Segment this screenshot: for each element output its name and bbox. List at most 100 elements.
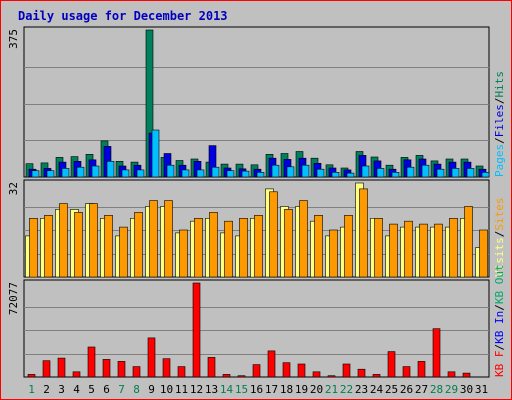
bar-pages xyxy=(451,168,460,178)
x-tick-label: 22 xyxy=(340,383,353,396)
bar-sites xyxy=(104,215,113,278)
x-tick-label: 25 xyxy=(385,383,398,396)
x-tick-label: 12 xyxy=(190,383,203,396)
legend-item: / xyxy=(493,137,506,144)
bar-pages xyxy=(481,172,490,178)
bar-kb-f xyxy=(72,371,81,378)
bar-pages xyxy=(316,168,325,178)
x-tick-label: 4 xyxy=(73,383,80,396)
bar-kb-f xyxy=(282,362,291,378)
x-tick-label: 20 xyxy=(310,383,323,396)
bar-pages xyxy=(346,172,355,178)
bar-pages xyxy=(211,166,220,178)
chart-panels: 375Pages/Files/Hits32Visits/Sites72077KB… xyxy=(7,26,506,378)
bars xyxy=(27,282,471,378)
bar-kb-f xyxy=(252,364,261,378)
bar-kb-f xyxy=(267,350,276,378)
bar-sites xyxy=(44,215,53,278)
bar-sites xyxy=(59,203,68,278)
panel-visits: 32 Visits/Sites xyxy=(7,179,506,278)
bar-pages xyxy=(361,165,370,178)
bar-kb-f xyxy=(357,368,366,378)
bar-sites xyxy=(314,215,323,278)
bar-pages xyxy=(406,166,415,178)
x-tick-label: 1 xyxy=(28,383,35,396)
bar-sites xyxy=(74,212,83,278)
x-tick-label: 17 xyxy=(265,383,278,396)
bar-sites xyxy=(479,229,488,278)
legend-item: / xyxy=(493,304,506,311)
axis-max-label: 32 xyxy=(7,182,20,195)
x-tick-label: 5 xyxy=(88,383,95,396)
bar-sites xyxy=(284,209,293,278)
bar-pages xyxy=(436,168,445,178)
bar-pages xyxy=(76,166,85,178)
x-tick-label: 31 xyxy=(475,383,488,396)
bar-pages xyxy=(466,168,475,178)
legend-item: KB F xyxy=(493,351,506,378)
x-tick-label: 28 xyxy=(430,383,443,396)
bar-kb-f xyxy=(57,357,66,378)
x-tick-label: 7 xyxy=(118,383,125,396)
x-tick-label: 27 xyxy=(415,383,428,396)
x-tick-label: 15 xyxy=(235,383,248,396)
x-tick-label: 8 xyxy=(133,383,140,396)
bar-kb-f xyxy=(102,359,111,378)
bar-kb-f xyxy=(342,363,351,378)
bar-sites xyxy=(149,200,158,278)
x-tick-label: 29 xyxy=(445,383,458,396)
bar-kb-f xyxy=(192,282,201,378)
bar-kb-f xyxy=(432,328,441,378)
bar-sites xyxy=(164,200,173,278)
bar-pages xyxy=(226,170,235,178)
bar-sites xyxy=(239,218,248,278)
bar-pages xyxy=(331,172,340,178)
bar-sites xyxy=(89,203,98,278)
bar-sites xyxy=(194,218,203,278)
legend-item: / xyxy=(493,344,506,351)
x-tick-label: 23 xyxy=(355,383,368,396)
legend-item: KB In xyxy=(493,311,506,344)
bar-sites xyxy=(224,220,233,278)
bar-sites xyxy=(419,223,428,278)
chart-title: Daily usage for December 2013 xyxy=(18,9,228,23)
bar-sites xyxy=(344,215,353,278)
legend-item: Hits xyxy=(493,71,506,98)
bar-kb-f xyxy=(87,346,96,378)
x-tick-label: 10 xyxy=(160,383,173,396)
bar-sites xyxy=(404,220,413,278)
bar-kb-f xyxy=(237,375,246,378)
x-tick-label: 3 xyxy=(58,383,65,396)
x-tick-label: 14 xyxy=(220,383,234,396)
bar-kb-f xyxy=(147,337,156,378)
axis-max-label: 72077 xyxy=(7,282,20,315)
bar-sites xyxy=(464,206,473,278)
x-tick-label: 19 xyxy=(295,383,308,396)
bar-kb-f xyxy=(162,358,171,378)
x-tick-label: 9 xyxy=(148,383,155,396)
bar-sites xyxy=(359,188,368,278)
bar-pages xyxy=(391,172,400,178)
panel-legend: Visits/Sites xyxy=(493,198,506,278)
bar-sites xyxy=(449,218,458,278)
bar-kb-f xyxy=(387,351,396,378)
bar-kb-f xyxy=(462,372,471,378)
bar-sites xyxy=(269,191,278,278)
bar-pages xyxy=(376,168,385,178)
bar-pages xyxy=(166,164,175,178)
bar-sites xyxy=(119,226,128,278)
bar-kb-f xyxy=(447,371,456,378)
x-axis-labels: 1 2 3 4 5 6 7 8 9 10 11 12 13 14 15 16 17 18 19 20 21 22 23 24 2… xyxy=(28,383,488,396)
legend-item: KB Out xyxy=(493,264,506,304)
bar-kb-f xyxy=(372,374,381,378)
bar-pages xyxy=(151,129,160,178)
bar-pages xyxy=(271,164,280,178)
bar-kb-f xyxy=(297,363,306,378)
bar-kb-f xyxy=(402,366,411,378)
legend-item: Files xyxy=(493,104,506,137)
legend-item: Visits xyxy=(493,237,506,277)
bar-kb-f xyxy=(42,360,51,378)
